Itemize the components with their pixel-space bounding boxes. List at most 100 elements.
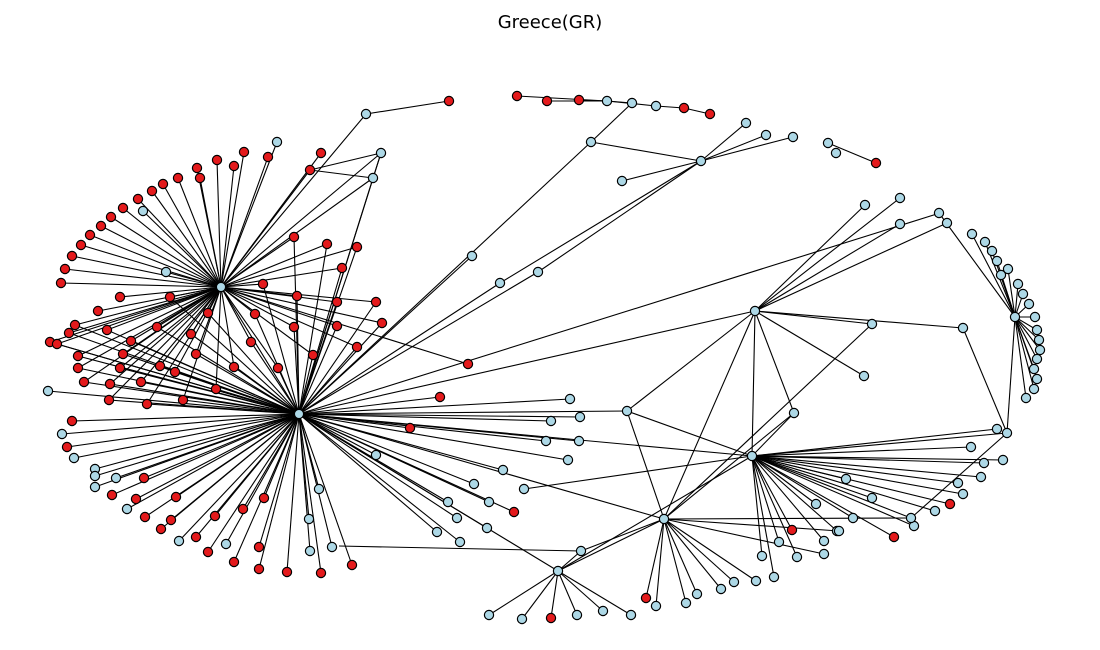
graph-node-red	[104, 378, 116, 390]
graph-node-red	[202, 307, 214, 319]
graph-edge	[71, 255, 222, 288]
graph-node-blue	[818, 548, 830, 560]
graph-edge	[220, 177, 374, 288]
graph-edge	[1014, 316, 1035, 390]
graph-node-blue	[601, 95, 613, 107]
graph-node-red	[228, 361, 240, 373]
graph-edge	[220, 141, 278, 288]
graph-edge	[754, 197, 901, 312]
graph-node-blue	[859, 199, 871, 211]
graph-node-red	[351, 241, 363, 253]
graph-edge	[910, 432, 1008, 519]
graph-edge	[126, 413, 300, 510]
chart-title: Greece(GR)	[497, 12, 603, 33]
graph-edge	[220, 151, 245, 288]
graph-node-red	[155, 523, 167, 535]
graph-node-blue	[571, 609, 583, 621]
graph-hub-node	[293, 408, 305, 420]
graph-node-red	[202, 546, 214, 558]
graph-edge	[130, 340, 300, 415]
graph-edge	[298, 243, 328, 415]
graph-edge	[1000, 274, 1016, 318]
graph-node-blue	[1031, 373, 1043, 385]
graph-node-blue	[564, 393, 576, 405]
graph-edge	[663, 323, 873, 520]
graph-node-red	[238, 146, 250, 158]
graph-node-red	[154, 360, 166, 372]
graph-node-red	[51, 338, 63, 350]
graph-edge	[174, 371, 300, 415]
graph-edge	[258, 413, 300, 570]
graph-node-blue	[68, 452, 80, 464]
graph-node-blue	[818, 535, 830, 547]
graph-edge	[338, 545, 582, 552]
graph-node-red	[117, 348, 129, 360]
graph-edge	[298, 271, 539, 415]
graph-edge	[106, 286, 222, 331]
graph-edge	[94, 413, 300, 470]
graph-node-red	[786, 524, 798, 536]
graph-node-red	[443, 95, 455, 107]
graph-edge	[537, 160, 702, 273]
graph-node-red	[191, 162, 203, 174]
graph-node-blue	[494, 277, 506, 289]
graph-edge	[751, 455, 854, 519]
graph-edge	[626, 410, 665, 520]
graph-edge	[258, 413, 300, 548]
graph-edge	[220, 286, 358, 348]
graph-node-red	[870, 157, 882, 169]
graph-node-blue	[625, 609, 637, 621]
graph-edge	[751, 455, 1004, 461]
graph-edge	[663, 518, 722, 590]
graph-node-blue	[833, 525, 845, 537]
graph-edge	[663, 518, 698, 595]
graph-node-blue	[1020, 392, 1032, 404]
graph-edge	[71, 413, 300, 422]
graph-edge	[298, 398, 571, 415]
graph-node-blue	[1017, 288, 1029, 300]
graph-edge	[298, 413, 377, 456]
graph-edge	[83, 286, 222, 383]
graph-node-red	[640, 592, 652, 604]
graph-node-red	[315, 567, 327, 579]
graph-node-blue	[756, 550, 768, 562]
graph-node-red	[573, 94, 585, 106]
graph-node-red	[245, 336, 257, 348]
graph-hub-node	[215, 281, 227, 293]
graph-edge	[286, 413, 300, 573]
graph-edge	[700, 122, 747, 162]
graph-node-blue	[89, 470, 101, 482]
graph-edge	[151, 190, 222, 288]
graph-node-red	[135, 376, 147, 388]
graph-edge	[751, 428, 998, 457]
graph-edge	[298, 413, 475, 485]
graph-edge	[233, 366, 300, 415]
graph-node-red	[138, 472, 150, 484]
graph-edge	[61, 413, 300, 435]
graph-node-red	[165, 514, 177, 526]
graph-node-blue	[847, 512, 859, 524]
graph-node-blue	[1028, 363, 1040, 375]
graph-edge	[263, 413, 300, 499]
graph-edge	[220, 246, 358, 288]
graph-node-blue	[137, 205, 149, 217]
graph-node-blue	[773, 536, 785, 548]
graph-edge	[175, 413, 300, 498]
graph-edge	[590, 141, 702, 162]
graph-edge	[162, 183, 222, 288]
graph-node-red	[511, 90, 523, 102]
graph-node-red	[331, 296, 343, 308]
graph-node-blue	[894, 192, 906, 204]
graph-edge	[73, 413, 300, 459]
graph-edge	[77, 286, 222, 369]
graph-node-blue	[995, 269, 1007, 281]
graph-node-blue	[1012, 278, 1024, 290]
graph-edge	[119, 367, 300, 415]
graph-edge	[626, 410, 753, 457]
graph-node-red	[704, 108, 716, 120]
graph-node-red	[59, 263, 71, 275]
graph-edge	[177, 177, 222, 288]
graph-edge	[108, 286, 222, 401]
graph-edge	[626, 310, 756, 412]
graph-edge	[754, 310, 865, 377]
